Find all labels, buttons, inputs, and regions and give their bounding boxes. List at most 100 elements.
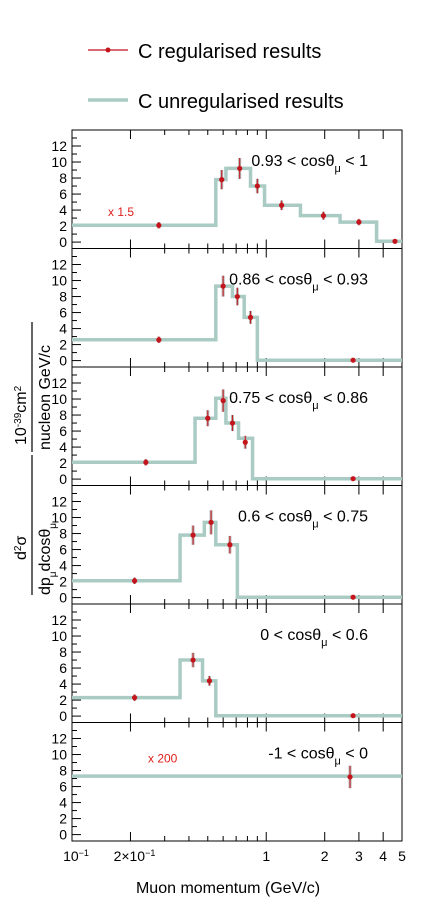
y-tick-label: 8 [59, 170, 67, 186]
y-tick-label: 0 [59, 471, 67, 487]
y-tick-label: 4 [59, 795, 67, 811]
y-tick-label: 12 [51, 612, 67, 628]
y-tick-label: 8 [59, 763, 67, 779]
regularised-point [392, 238, 398, 244]
regularised-point [131, 578, 138, 584]
x-tick-label: 5 [398, 848, 406, 864]
regularised-point [237, 165, 243, 172]
y-axis-title-denominator: dpμdcosθμ [37, 523, 59, 595]
y-tick-label: 2 [59, 574, 67, 590]
y-tick-label: 10 [51, 628, 67, 644]
regularised-point [143, 459, 149, 465]
regularised-point [206, 678, 213, 684]
y-tick-label: 12 [51, 731, 67, 747]
regularised-point [220, 398, 226, 404]
y-tick-label: 10 [51, 747, 67, 763]
panel-label: -1 < cosθμ < 0 [268, 746, 368, 768]
panel-label: 0.6 < cosθμ < 0.75 [238, 509, 368, 531]
legend-regularised-marker [105, 47, 111, 53]
y-tick-label: 4 [59, 202, 67, 218]
y-tick-label: 0 [59, 590, 67, 606]
panel-label: 0.86 < cosθμ < 0.93 [229, 272, 368, 294]
y-tick-label: 12 [51, 138, 67, 154]
y-tick-label: 12 [51, 257, 67, 273]
regularised-point [279, 202, 285, 208]
legend-unregularised-label: C unregularised results [138, 91, 344, 113]
regularised-point [350, 357, 356, 363]
x-tick-label: 2 [321, 848, 329, 864]
y-tick-label: 0 [59, 234, 67, 250]
panel-frame [71, 129, 403, 249]
y-tick-label: 10 [51, 154, 67, 170]
panel-frame [71, 722, 403, 842]
y-tick-label: 8 [59, 289, 67, 305]
y-tick-label: 0 [59, 708, 67, 724]
regularised-point [234, 293, 240, 300]
y-tick-label: 12 [51, 494, 67, 510]
regularised-point [219, 177, 225, 183]
regularised-point [190, 532, 196, 538]
y-tick-label: 2 [59, 692, 67, 708]
regularised-point [156, 222, 162, 228]
scale-factor-label: x 200 [148, 752, 178, 766]
panel-label: 0 < cosθμ < 0.6 [260, 627, 368, 649]
y-tick-label: 8 [59, 407, 67, 423]
y-tick-label: 0 [59, 353, 67, 369]
legend-item-unregularised: C unregularised results [88, 91, 344, 113]
panel-label: 0.75 < cosθμ < 0.86 [229, 390, 368, 412]
regularised-point [229, 420, 236, 426]
x-tick-label: 10−1 [63, 848, 89, 864]
scale-factor-label: x 1.5 [108, 205, 134, 219]
x-tick-label: 3 [355, 848, 363, 864]
unregularised-histogram [72, 520, 402, 599]
y-tick-label: 6 [59, 423, 67, 439]
legend-item-regularised: C regularised results [88, 41, 321, 63]
y-tick-label: 6 [59, 305, 67, 321]
y-tick-label: 10 [51, 510, 67, 526]
regularised-point [242, 439, 248, 445]
y-tick-label: 8 [59, 644, 67, 660]
y-tick-label: 2 [59, 337, 67, 353]
y-tick-label: 2 [59, 218, 67, 234]
regularised-point [347, 774, 353, 780]
y-tick-label: 6 [59, 660, 67, 676]
y-tick-label: 8 [59, 526, 67, 542]
y-tick-label: 6 [59, 186, 67, 202]
y-tick-label: 4 [59, 439, 67, 455]
y-tick-label: 4 [59, 676, 67, 692]
y-tick-label: 12 [51, 375, 67, 391]
x-axis-title: Muon momentum (GeV/c) [136, 880, 320, 897]
regularised-point [350, 713, 356, 719]
regularised-point [156, 337, 162, 343]
regularised-point [205, 415, 211, 421]
y-tick-label: 6 [59, 779, 67, 795]
y-tick-label: 0 [59, 827, 67, 843]
regularised-point [227, 542, 233, 548]
regularised-point [131, 695, 138, 701]
regularised-point [220, 283, 226, 289]
y-axis-title: d2σ dpμdcosθμ 10-39cm2 nucleon GeV/c [13, 322, 59, 595]
y-tick-label: 2 [59, 811, 67, 827]
y-tick-label: 4 [59, 321, 67, 337]
x-tick-label: 2×10−1 [114, 848, 156, 864]
regularised-point [190, 657, 196, 663]
y-tick-label: 6 [59, 542, 67, 558]
regularised-point [350, 594, 356, 600]
y-tick-label: 4 [59, 558, 67, 574]
regularised-point [247, 314, 254, 320]
panel-frame [71, 248, 403, 368]
unregularised-histogram [72, 396, 402, 481]
regularised-point [254, 183, 260, 189]
x-tick-label: 1 [262, 848, 270, 864]
y-tick-label: 10 [51, 391, 67, 407]
regularised-point [208, 519, 214, 525]
x-tick-label: 4 [379, 848, 387, 864]
regularised-point [350, 476, 356, 482]
